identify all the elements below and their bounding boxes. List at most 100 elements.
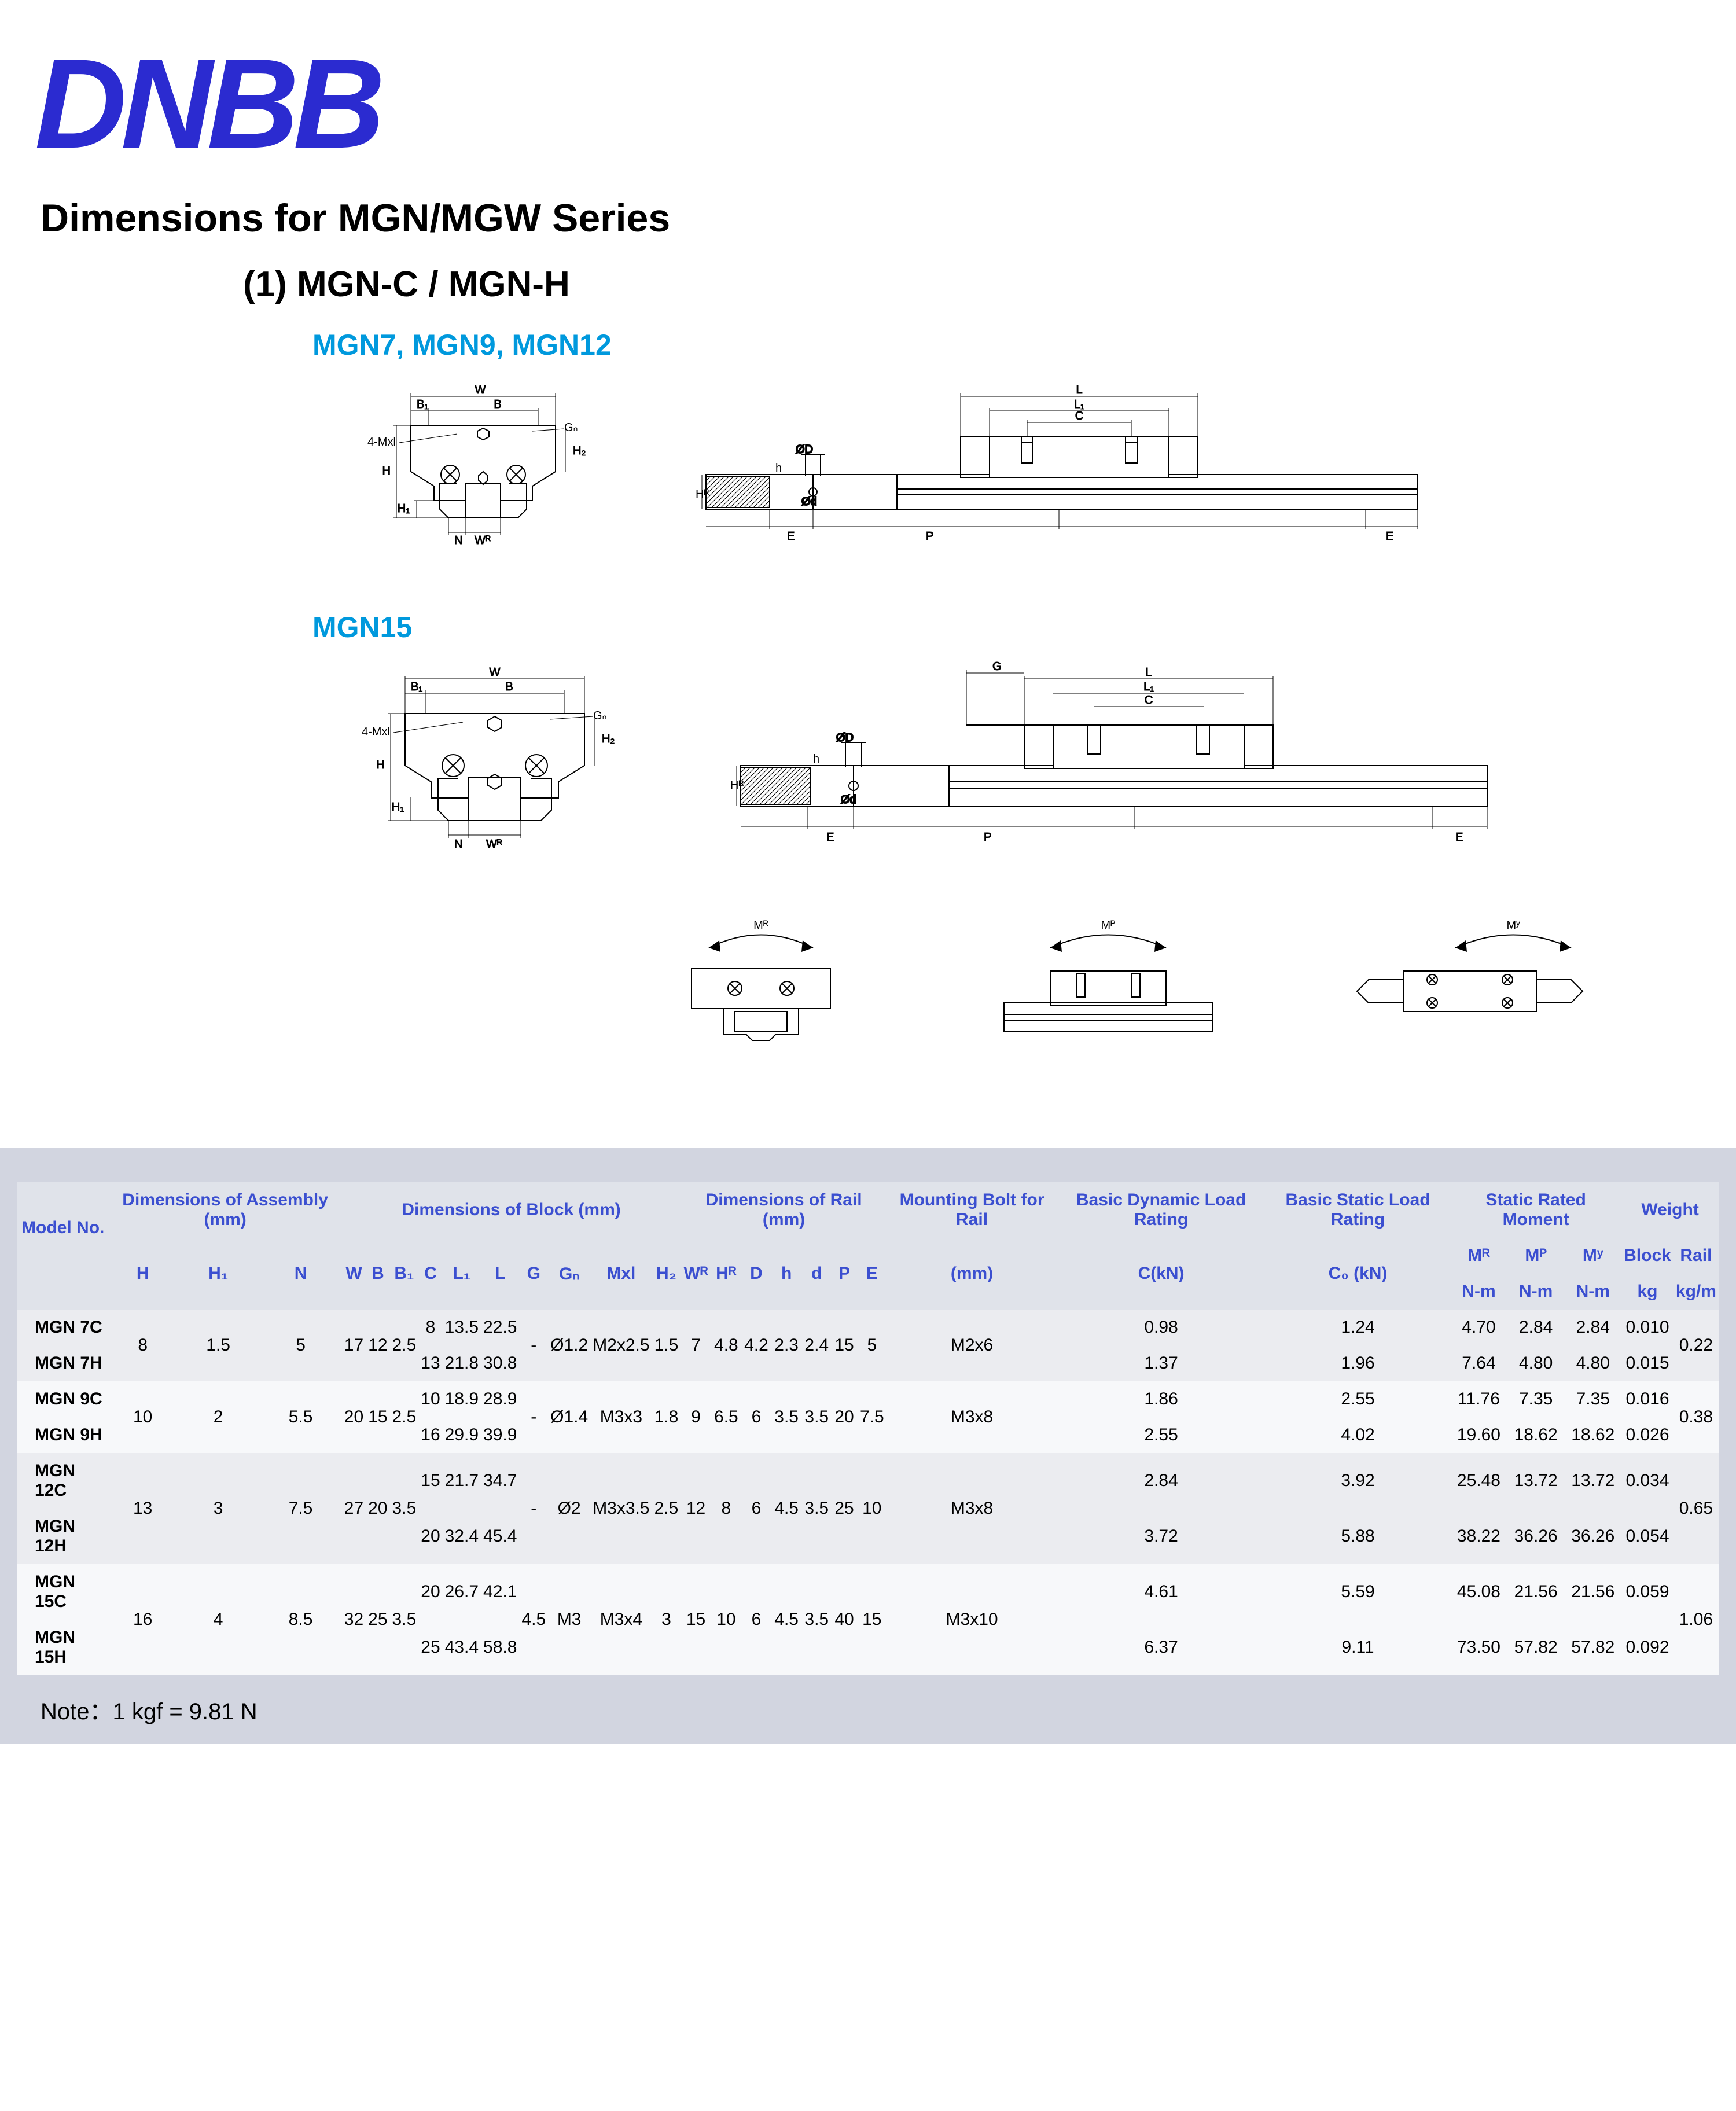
rail-side-diagram-15: G L L₁ C ØD Ød Hᴿ h E P E (718, 661, 1499, 881)
diagram-group-label-2: MGN15 (312, 611, 1701, 644)
svg-text:ØD: ØD (796, 443, 813, 456)
svg-text:Ød: Ød (841, 793, 856, 806)
ch-CkN: C(kN) (1057, 1238, 1266, 1310)
ch-L: L (481, 1238, 519, 1310)
rail-side-diagram: L L₁ C ØD Ød Hᴿ h E (683, 379, 1435, 576)
block-cross-section-diagram-15: W B B₁ 4-Mxl Gₙ H H₁ H₂ N Wᴿ (336, 661, 660, 881)
svg-text:4-Mxl: 4-Mxl (362, 726, 390, 738)
svg-text:H₁: H₁ (398, 502, 410, 515)
svg-text:L: L (1145, 666, 1152, 679)
svg-text:B₁: B₁ (417, 398, 428, 411)
brand-logo: DNBB (35, 46, 1701, 161)
diagram-row-2: W B B₁ 4-Mxl Gₙ H H₁ H₂ N Wᴿ G L L₁ C (336, 661, 1701, 881)
ch-WR: Wᴿ (681, 1238, 711, 1310)
svg-text:Gₙ: Gₙ (593, 709, 607, 722)
table-row: MGN 7C81.5517122.5813.522.5-Ø1.2M2x2.51.… (17, 1310, 1719, 1345)
svg-text:B: B (494, 398, 501, 411)
svg-text:B₁: B₁ (411, 681, 422, 693)
ch-MY: Mʸ (1564, 1238, 1621, 1274)
ch-bolt: (mm) (887, 1238, 1057, 1310)
svg-text:B: B (505, 681, 513, 693)
svg-text:N: N (454, 838, 462, 851)
svg-text:H₂: H₂ (573, 444, 586, 457)
ch-N: N (259, 1238, 341, 1310)
svg-text:E: E (787, 530, 795, 543)
svg-text:h: h (813, 753, 819, 766)
table-row: MGN 12C1337.527203.51521.734.7-Ø2M3x3.52… (17, 1453, 1719, 1509)
u-my: N-m (1564, 1274, 1621, 1310)
ch-D: D (741, 1238, 771, 1310)
svg-text:Gₙ: Gₙ (564, 421, 578, 434)
svg-text:W: W (475, 384, 486, 396)
svg-text:Mᴾ: Mᴾ (1101, 919, 1115, 932)
page-title: Dimensions for MGN/MGW Series (41, 196, 1701, 241)
moment-pitch-diagram: Mᴾ (987, 916, 1230, 1066)
svg-text:N: N (454, 534, 462, 547)
col-group-moment: Static Rated Moment (1450, 1182, 1621, 1238)
svg-text:L: L (1076, 384, 1082, 396)
diagram-row-1: W B B₁ 4-Mxl Gₙ H H₁ H₂ N Wᴿ (336, 379, 1701, 576)
ch-block: Block (1621, 1238, 1674, 1274)
diagram-group-label-1: MGN7, MGN9, MGN12 (312, 328, 1701, 362)
ch-G: G (519, 1238, 548, 1310)
ch-H2: H₂ (652, 1238, 681, 1310)
svg-text:H₂: H₂ (602, 733, 615, 745)
svg-text:W: W (490, 666, 501, 679)
svg-text:L₁: L₁ (1074, 398, 1084, 411)
svg-text:Wᴿ: Wᴿ (486, 838, 502, 851)
col-group-static: Basic Static Load Rating (1266, 1182, 1450, 1238)
ch-C: C (418, 1238, 442, 1310)
col-group-rail: Dimensions of Rail (mm) (681, 1182, 887, 1238)
ch-E: E (857, 1238, 887, 1310)
ch-Mxl: Mxl (590, 1238, 652, 1310)
footnote: Note：1 kgf = 9.81 N (17, 1675, 1719, 1726)
svg-text:E: E (1386, 530, 1393, 543)
u-blk: kg (1621, 1274, 1674, 1310)
ch-MR: Mᴿ (1450, 1238, 1507, 1274)
ch-W: W (342, 1238, 366, 1310)
svg-text:ØD: ØD (836, 731, 854, 744)
ch-h: h (771, 1238, 801, 1310)
svg-text:Mᴿ: Mᴿ (753, 919, 768, 932)
svg-text:E: E (1455, 831, 1463, 844)
ch-C0kN: C₀ (kN) (1266, 1238, 1450, 1310)
ch-rail: Rail (1674, 1238, 1719, 1274)
ch-Gn: Gₙ (548, 1238, 590, 1310)
ch-d: d (801, 1238, 832, 1310)
svg-text:L₁: L₁ (1143, 681, 1154, 693)
dimensions-table-container: Model No. Dimensions of Assembly (mm) Di… (0, 1148, 1736, 1744)
svg-text:h: h (775, 462, 782, 475)
section-title: (1) MGN-C / MGN-H (243, 264, 1701, 305)
u-rail: kg/m (1674, 1274, 1719, 1310)
col-group-block: Dimensions of Block (mm) (342, 1182, 681, 1238)
svg-text:Ød: Ød (801, 495, 817, 508)
svg-text:H: H (382, 465, 391, 477)
ch-H1: H₁ (177, 1238, 259, 1310)
dimensions-table: Model No. Dimensions of Assembly (mm) Di… (17, 1182, 1719, 1675)
svg-text:Mʸ: Mʸ (1506, 919, 1520, 932)
svg-text:Hᴿ: Hᴿ (696, 488, 709, 501)
col-group-assembly: Dimensions of Assembly (mm) (108, 1182, 341, 1238)
col-model: Model No. (17, 1182, 108, 1274)
moment-diagrams: Mᴿ Mᴾ Mʸ (556, 916, 1701, 1066)
svg-text:H₁: H₁ (392, 801, 404, 814)
ch-H: H (108, 1238, 177, 1310)
svg-text:C: C (1075, 410, 1083, 422)
ch-L1: L₁ (443, 1238, 481, 1310)
table-row: MGN 15C1648.532253.52026.742.14.5M3M3x43… (17, 1564, 1719, 1620)
svg-text:H: H (377, 759, 385, 771)
col-group-dynamic: Basic Dynamic Load Rating (1057, 1182, 1266, 1238)
svg-text:C: C (1145, 694, 1153, 707)
svg-text:P: P (926, 530, 933, 543)
col-group-weight: Weight (1621, 1182, 1719, 1238)
ch-P: P (832, 1238, 856, 1310)
u-mp: N-m (1507, 1274, 1565, 1310)
ch-B1: B₁ (390, 1238, 419, 1310)
u-mr: N-m (1450, 1274, 1507, 1310)
svg-text:E: E (826, 831, 834, 844)
ch-B: B (366, 1238, 389, 1310)
svg-text:4-Mxl: 4-Mxl (367, 436, 396, 448)
svg-text:G: G (992, 661, 1002, 673)
moment-roll-diagram: Mᴿ (651, 916, 871, 1066)
svg-text:Hᴿ: Hᴿ (730, 779, 744, 792)
